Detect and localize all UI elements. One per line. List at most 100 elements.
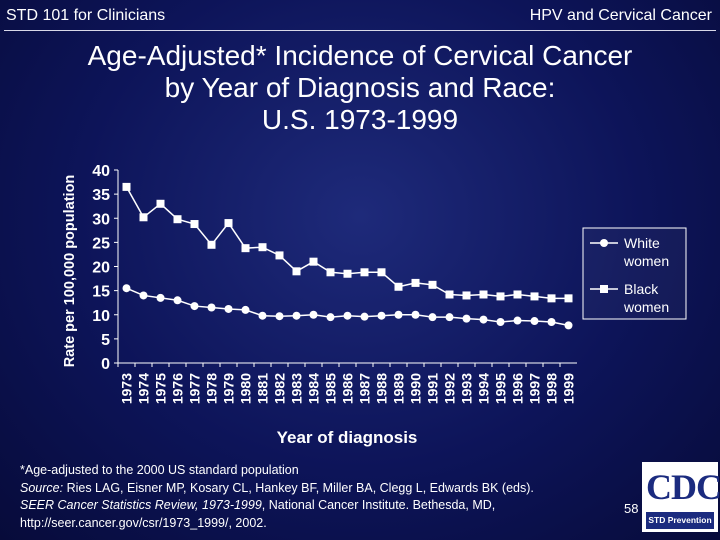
x-tick-label: 1989	[391, 373, 407, 404]
point-black-women	[258, 243, 267, 252]
point-black-women	[462, 291, 471, 300]
x-tick-label: 1975	[153, 373, 169, 404]
x-tick-label: 1984	[306, 373, 322, 404]
y-tick-label: 25	[92, 235, 110, 252]
point-white-women	[360, 312, 369, 321]
point-white-women	[207, 303, 216, 312]
point-black-women	[411, 278, 420, 287]
page-number: 58	[624, 501, 639, 516]
legend-black-marker	[600, 285, 608, 293]
x-axis-title: Year of diagnosis	[277, 428, 418, 447]
point-white-women	[428, 313, 437, 322]
x-tick-label: 1986	[340, 373, 356, 404]
point-black-women	[445, 290, 454, 299]
x-tick-label: 1974	[136, 373, 152, 404]
x-tick-label: 1978	[204, 373, 220, 404]
x-tick-label: 1977	[187, 373, 203, 404]
title-line-1: Age-Adjusted* Incidence of Cervical Canc…	[87, 40, 633, 71]
point-white-women	[513, 316, 522, 325]
point-white-women	[496, 317, 505, 326]
point-white-women	[258, 311, 267, 320]
point-black-women	[207, 240, 216, 249]
y-tick-label: 10	[92, 308, 110, 325]
point-black-women	[122, 182, 131, 191]
x-tick-label: 1980	[238, 373, 254, 404]
y-tick-label: 15	[92, 284, 110, 301]
x-tick-label: 1992	[442, 373, 458, 404]
point-black-women	[224, 219, 233, 228]
cdc-logo-tagline: STD Prevention	[646, 512, 714, 529]
legend-white-label-2: women	[623, 253, 669, 269]
footnote-age-adjusted: *Age-adjusted to the 2000 US standard po…	[20, 463, 299, 477]
footnote-source: Source: Ries LAG, Eisner MP, Kosary CL, …	[20, 480, 620, 498]
x-tick-label: 1996	[510, 373, 526, 404]
source-authors: Ries LAG, Eisner MP, Kosary CL, Hankey B…	[63, 480, 534, 495]
review-publisher: , National Cancer Institute. Bethesda, M…	[261, 498, 496, 512]
point-black-women	[428, 280, 437, 289]
slide-title: Age-Adjusted* Incidence of Cervical Canc…	[20, 40, 700, 136]
x-tick-label: 1982	[272, 373, 288, 404]
point-white-women	[224, 304, 233, 313]
x-tick-label: 1999	[561, 373, 577, 404]
y-tick-label: 40	[92, 163, 110, 180]
point-black-women	[479, 290, 488, 299]
legend-white-marker	[600, 239, 608, 247]
title-line-3: U.S. 1973-1999	[261, 104, 459, 135]
footnote: *Age-adjusted to the 2000 US standard po…	[20, 462, 620, 532]
point-white-women	[309, 310, 318, 319]
point-white-women	[394, 310, 403, 319]
x-tick-label: 1988	[374, 373, 390, 404]
point-black-women	[513, 290, 522, 299]
x-tick-label: 1976	[170, 373, 186, 404]
x-tick-label: 1993	[459, 373, 475, 404]
point-white-women	[343, 311, 352, 320]
point-black-women	[275, 251, 284, 260]
point-black-women	[496, 292, 505, 301]
cdc-logo-mark: CDC	[646, 465, 720, 509]
title-line-2: by Year of Diagnosis and Race:	[164, 72, 556, 103]
point-black-women	[547, 294, 556, 303]
x-tick-label: 1994	[476, 373, 492, 404]
point-black-women	[360, 268, 369, 277]
x-tick-label: 1995	[493, 373, 509, 404]
header-left: STD 101 for Clinicians	[6, 7, 166, 24]
y-tick-label: 35	[92, 187, 110, 204]
point-white-women	[326, 313, 335, 322]
x-tick-label: 1973	[119, 373, 135, 404]
x-tick-label: 1998	[544, 373, 560, 404]
y-tick-label: 20	[92, 260, 110, 277]
point-white-women	[139, 291, 148, 300]
legend-white-label-1: White	[624, 235, 660, 251]
point-white-women	[411, 310, 420, 319]
x-tick-label: 1991	[425, 373, 441, 404]
footnote-review: SEER Cancer Statistics Review, 1973-1999…	[20, 497, 620, 515]
point-white-women	[190, 302, 199, 311]
point-white-women	[462, 314, 471, 323]
y-tick-label: 30	[92, 211, 110, 228]
cdc-logo: CDC STD Prevention	[642, 462, 720, 532]
legend-black-label-1: Black	[624, 281, 659, 297]
point-white-women	[479, 315, 488, 324]
footnote-url: http://seer.cancer.gov/csr/1973_1999/, 2…	[20, 515, 267, 530]
y-tick-label: 0	[101, 356, 110, 373]
x-tick-label: 1990	[408, 373, 424, 404]
point-white-women	[445, 313, 454, 322]
point-black-women	[326, 268, 335, 277]
source-label: Source:	[20, 480, 64, 495]
point-black-women	[394, 282, 403, 291]
point-white-women	[292, 311, 301, 320]
point-black-women	[309, 257, 318, 266]
point-black-women	[173, 215, 182, 224]
x-tick-label: 1985	[323, 373, 339, 404]
point-black-women	[377, 268, 386, 277]
header-divider	[4, 30, 716, 31]
point-white-women	[241, 305, 250, 314]
point-black-women	[156, 199, 165, 208]
header-right: HPV and Cervical Cancer	[529, 7, 712, 24]
point-black-women	[292, 267, 301, 276]
review-title: SEER Cancer Statistics Review, 1973-1999	[20, 498, 262, 512]
x-tick-label: 1997	[527, 373, 543, 404]
legend: White women Black women	[582, 227, 687, 320]
point-black-women	[343, 269, 352, 278]
point-white-women	[564, 321, 573, 330]
